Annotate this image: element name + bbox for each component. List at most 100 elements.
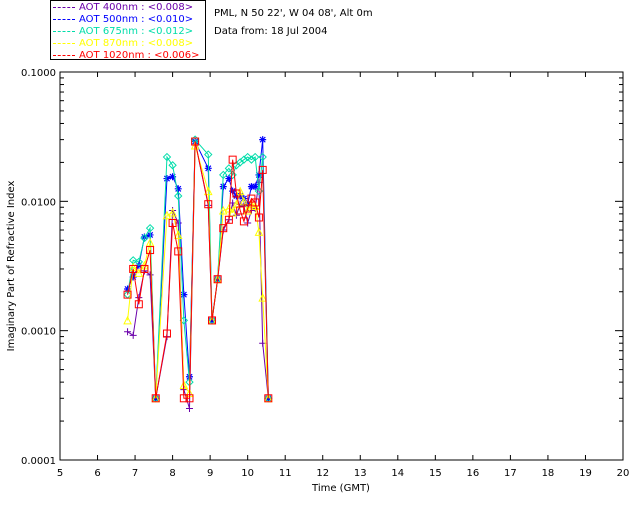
data-point — [174, 247, 183, 256]
data-point — [162, 152, 172, 162]
data-point — [251, 198, 260, 207]
data-point — [168, 218, 177, 227]
series-0 — [124, 138, 272, 413]
data-point — [232, 189, 241, 198]
data-point — [203, 186, 213, 196]
data-point — [255, 171, 263, 179]
data-point — [250, 152, 260, 162]
x-tick-label: 18 — [542, 468, 555, 479]
data-point — [174, 185, 182, 193]
data-point — [151, 394, 160, 403]
data-point — [258, 165, 267, 174]
data-point — [243, 205, 252, 215]
y-tick-label: 0.1000 — [21, 68, 56, 79]
data-point — [134, 257, 144, 267]
data-point — [243, 204, 252, 213]
y-tick-label: 0.0010 — [21, 327, 56, 338]
data-point — [239, 217, 248, 226]
x-tick-label: 5 — [57, 468, 63, 479]
site-location: PML, N 50 22', W 04 08', Alt 0m — [214, 8, 373, 19]
legend-entry-870nm: AOT 870nm : <0.008> — [53, 38, 193, 50]
series-line — [127, 141, 269, 399]
data-point — [264, 394, 273, 403]
x-tick-label: 10 — [241, 468, 254, 479]
legend-swatch — [53, 30, 75, 32]
x-axis-label: Time (GMT) — [311, 483, 370, 494]
data-point — [168, 161, 177, 170]
data-point — [146, 271, 154, 279]
legend-swatch — [53, 18, 75, 20]
data-point — [169, 173, 177, 181]
data-point — [163, 175, 171, 183]
data-point — [146, 246, 155, 255]
y-tick-label: 0.0100 — [21, 197, 56, 208]
data-point — [140, 233, 149, 243]
data-point — [185, 394, 194, 403]
data-point — [173, 230, 183, 239]
x-tick-label: 6 — [94, 468, 100, 479]
legend-label: AOT 1020nm : <0.006> — [79, 50, 200, 61]
data-point — [244, 200, 252, 208]
data-point — [168, 207, 177, 217]
data-point — [123, 315, 132, 325]
x-tick-label: 15 — [429, 468, 442, 479]
data-point — [236, 206, 245, 215]
legend-swatch — [53, 42, 75, 44]
data-point — [224, 215, 233, 224]
axes: 5 6 7 8 9 10 11 12 13 14 15 16 17 18 19 20 0.0001 0.0010 0… — [21, 68, 629, 479]
data-point — [124, 328, 132, 336]
data-point — [219, 224, 228, 233]
data-point — [185, 405, 193, 413]
data-point — [162, 329, 171, 338]
x-tick-label: 11 — [279, 468, 292, 479]
data-point — [228, 170, 237, 180]
data-point — [180, 291, 188, 299]
x-tick-label: 9 — [207, 468, 213, 479]
data-point — [191, 137, 200, 146]
series-line — [127, 145, 269, 399]
data-point — [224, 164, 234, 173]
data-point — [258, 293, 267, 302]
series-layer — [123, 135, 273, 413]
data-point — [140, 264, 149, 273]
data-point — [243, 152, 252, 162]
x-tick-label: 17 — [504, 468, 517, 479]
data-point — [129, 273, 137, 281]
data-point — [145, 223, 155, 233]
legend: AOT 400nm : <0.008> AOT 500nm : <0.010> … — [50, 0, 206, 61]
data-point — [179, 394, 188, 403]
legend-label: AOT 500nm : <0.010> — [79, 14, 194, 25]
data-point — [134, 300, 143, 309]
data-point — [124, 285, 132, 293]
x-tick-label: 16 — [466, 468, 479, 479]
y-tick-label: 0.0001 — [21, 456, 56, 467]
data-point — [254, 227, 264, 236]
data-point — [145, 237, 155, 247]
x-tick-label: 7 — [132, 468, 138, 479]
data-point — [232, 192, 240, 200]
series-line — [127, 139, 269, 399]
data-point — [251, 183, 259, 191]
data-point — [208, 316, 217, 325]
series-line — [127, 138, 269, 399]
x-tick-label: 12 — [316, 468, 329, 479]
legend-entry-675nm: AOT 675nm : <0.012> — [53, 26, 193, 38]
legend-label: AOT 870nm : <0.008> — [79, 38, 194, 49]
legend-swatch — [53, 6, 75, 8]
data-point — [254, 213, 263, 222]
y-axis-label: Imaginary Part of Refractive Index — [6, 181, 17, 352]
legend-entry-500nm: AOT 500nm : <0.010> — [53, 14, 193, 26]
x-tick-label: 14 — [391, 468, 404, 479]
data-point — [204, 200, 213, 209]
data-point — [135, 294, 143, 302]
data-point — [259, 136, 267, 144]
data-point — [247, 183, 255, 191]
plot-area — [59, 71, 624, 461]
data-point — [129, 264, 138, 273]
legend-label: AOT 675nm : <0.012> — [79, 26, 194, 37]
data-point — [213, 275, 222, 284]
data-point — [162, 210, 172, 220]
data-point — [140, 233, 148, 241]
legend-swatch — [53, 54, 75, 56]
